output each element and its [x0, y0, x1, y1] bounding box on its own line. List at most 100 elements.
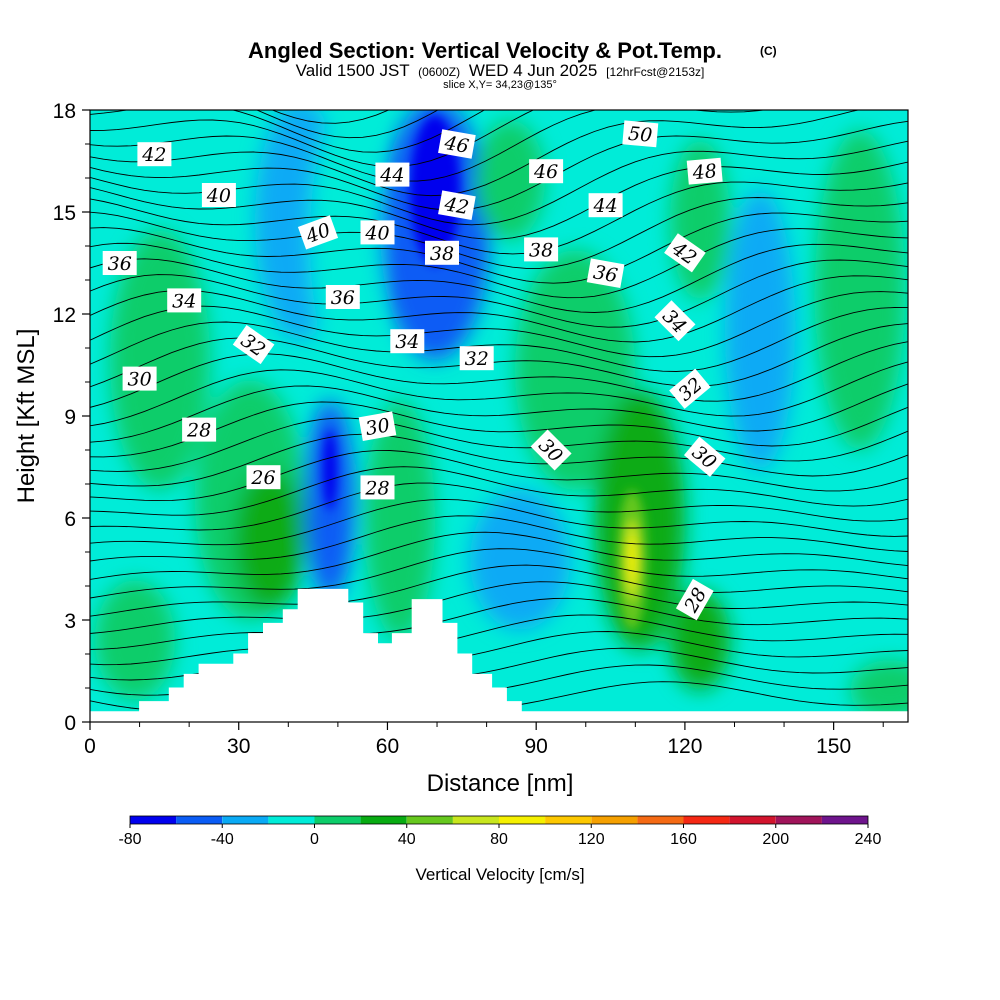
contour-label-box	[622, 120, 659, 148]
contour-label-text: 44	[593, 195, 618, 217]
contour-label-text: 42	[141, 144, 166, 166]
contour-label: 34	[167, 288, 202, 313]
contour-label-box	[232, 325, 275, 365]
contour-label-box	[325, 285, 360, 309]
contour-label: 50	[622, 120, 659, 148]
isentrope-line	[90, 228, 908, 299]
contour-label-text: 42	[442, 193, 471, 219]
velocity-region	[815, 130, 905, 450]
contour-label-text: 34	[395, 331, 419, 353]
colorbar-swatch	[268, 816, 315, 824]
isentrope-line	[90, 531, 908, 580]
contour-label: 32	[459, 346, 494, 371]
contour-label-box	[360, 220, 395, 245]
isentrope-line	[90, 110, 535, 168]
contour-label: 38	[425, 240, 459, 265]
subtitle-utc: (0600Z)	[418, 65, 460, 79]
contour-label: 36	[102, 251, 137, 275]
colorbar-tick-label: -40	[211, 831, 234, 848]
colorbar-swatch	[821, 816, 868, 824]
subtitle-forecast: [12hrFcst@2153z]	[606, 65, 704, 79]
chart-title: Angled Section: Vertical Velocity & Pot.…	[248, 38, 722, 63]
isentrope-line	[90, 515, 908, 562]
isentrope-line	[90, 243, 908, 313]
x-tick-label: 30	[227, 735, 250, 758]
isentrope-line	[90, 181, 908, 255]
colorbar-tick-label: -80	[118, 831, 141, 848]
contour-label-box	[390, 329, 425, 354]
colorbar: -80 -40 0 40 80 120 160 200 240	[118, 815, 882, 848]
isentrope-line	[90, 110, 767, 182]
colorbar-swatch	[360, 816, 407, 824]
isentrope-line	[90, 212, 908, 284]
isentrope-line	[90, 341, 908, 408]
contour-label-box	[459, 346, 494, 371]
subtitle-date: WED 4 Jun 2025	[469, 61, 598, 80]
contour-label-text: 40	[364, 222, 389, 244]
contour-label: 48	[686, 157, 723, 185]
contour-label: 44	[588, 193, 623, 218]
y-axis: 0 3 6 9 12 15 18	[53, 100, 90, 735]
isentrope-line	[90, 323, 908, 388]
isentrope-line	[90, 433, 908, 487]
contour-label-box	[122, 366, 157, 391]
colorbar-tick-label: 200	[762, 831, 789, 848]
isentrope-line	[90, 401, 908, 458]
y-tick-label: 15	[53, 202, 76, 225]
subtitle-valid: Valid 1500 JST	[296, 61, 410, 80]
contour-label: 40	[360, 220, 395, 245]
colorbar-tick-label: 240	[855, 831, 882, 848]
contour-label-text: 40	[206, 185, 231, 207]
contour-label-text: 30	[128, 369, 152, 391]
velocity-region	[470, 490, 570, 630]
colorbar-swatch	[314, 816, 361, 824]
isentrope-line	[90, 564, 908, 617]
slice-label: slice X,Y= 34,23@135°	[443, 79, 557, 91]
colorbar-swatch	[775, 816, 822, 824]
contour-label-text: 46	[442, 132, 471, 158]
contour-label-text: 26	[250, 467, 275, 489]
contour-label: 42	[137, 142, 172, 167]
isentrope-line	[90, 110, 861, 197]
contour-label-box	[358, 411, 397, 441]
isentrope-line	[90, 307, 908, 372]
x-tick-label: 150	[816, 735, 851, 758]
contour-label-text: 36	[331, 287, 355, 309]
contour-label-box	[524, 237, 559, 262]
isentrope-line	[90, 614, 908, 666]
y-tick-label: 9	[64, 406, 76, 429]
colorbar-swatch	[406, 816, 453, 824]
colorbar-swatch	[591, 816, 638, 824]
contour-label-text: 30	[364, 414, 392, 440]
y-tick-label: 12	[53, 304, 76, 327]
colorbar-tick-label: 80	[490, 831, 508, 848]
x-tick-label: 120	[667, 735, 702, 758]
colorbar-tick-label: 160	[670, 831, 697, 848]
velocity-region	[323, 430, 337, 510]
contour-label-box	[529, 159, 564, 184]
isentrope-line	[90, 466, 908, 516]
contour-label: 30	[358, 411, 397, 441]
contour-label-box	[654, 300, 696, 342]
contour-label: 26	[246, 465, 281, 490]
x-axis: 0 30 60 90 120 150	[84, 722, 884, 758]
colorbar-swatch	[637, 816, 684, 824]
contour-label-text: 32	[465, 348, 489, 370]
isentrope-line	[90, 498, 908, 546]
contour-label-text: 44	[379, 165, 404, 187]
x-tick-label: 60	[376, 735, 399, 758]
colorbar-swatch	[176, 816, 223, 824]
colorbar-label: Vertical Velocity [cm/s]	[415, 865, 584, 884]
isentrope-line	[90, 259, 908, 328]
contour-label: 36	[325, 285, 360, 309]
contour-label-box	[137, 142, 172, 167]
y-tick-label: 6	[64, 508, 76, 531]
contour-label: 28	[182, 417, 217, 442]
isentrope-line	[90, 548, 908, 599]
contour-label: 28	[360, 475, 395, 500]
contour-label-box	[683, 436, 726, 477]
isentrope-line	[90, 197, 908, 269]
